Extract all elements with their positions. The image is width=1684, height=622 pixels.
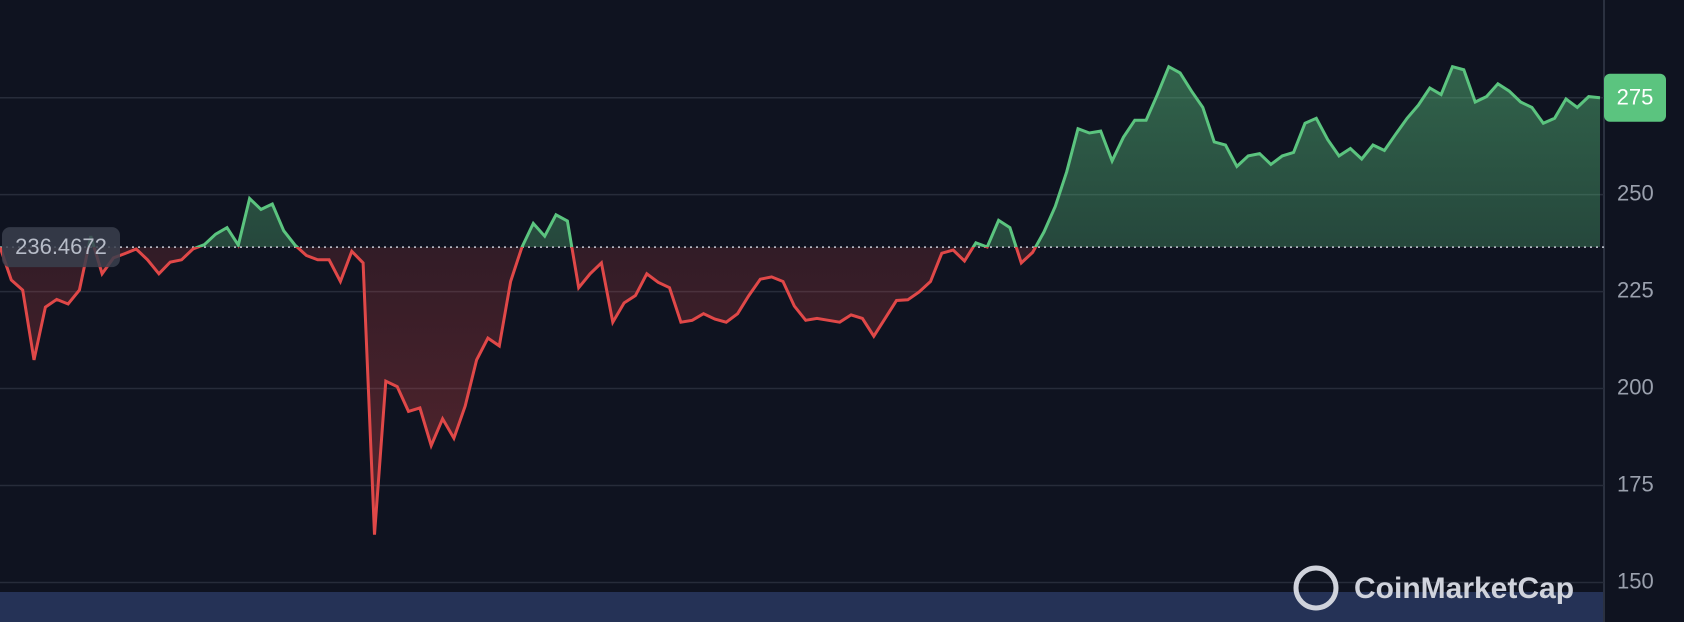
y-tick-label: 225 [1617, 277, 1654, 302]
price-line-down [0, 247, 1038, 535]
area-up [0, 66, 1600, 248]
y-tick-label: 150 [1617, 568, 1654, 593]
y-tick-label: 200 [1617, 374, 1654, 399]
volume-band [0, 592, 1604, 622]
watermark-text: CoinMarketCap [1354, 572, 1574, 605]
price-label-box [1604, 73, 1666, 122]
price-line-up [0, 64, 1601, 248]
y-tick-label: 175 [1617, 471, 1654, 496]
price-label: 275 [1617, 85, 1654, 110]
watermark: CoinMarketCap [1293, 565, 1574, 611]
baseline-label: 236.4672 [15, 234, 107, 259]
logo-icon [1293, 565, 1339, 611]
baseline-label-box [2, 227, 120, 268]
y-tick-label: 250 [1617, 180, 1654, 205]
